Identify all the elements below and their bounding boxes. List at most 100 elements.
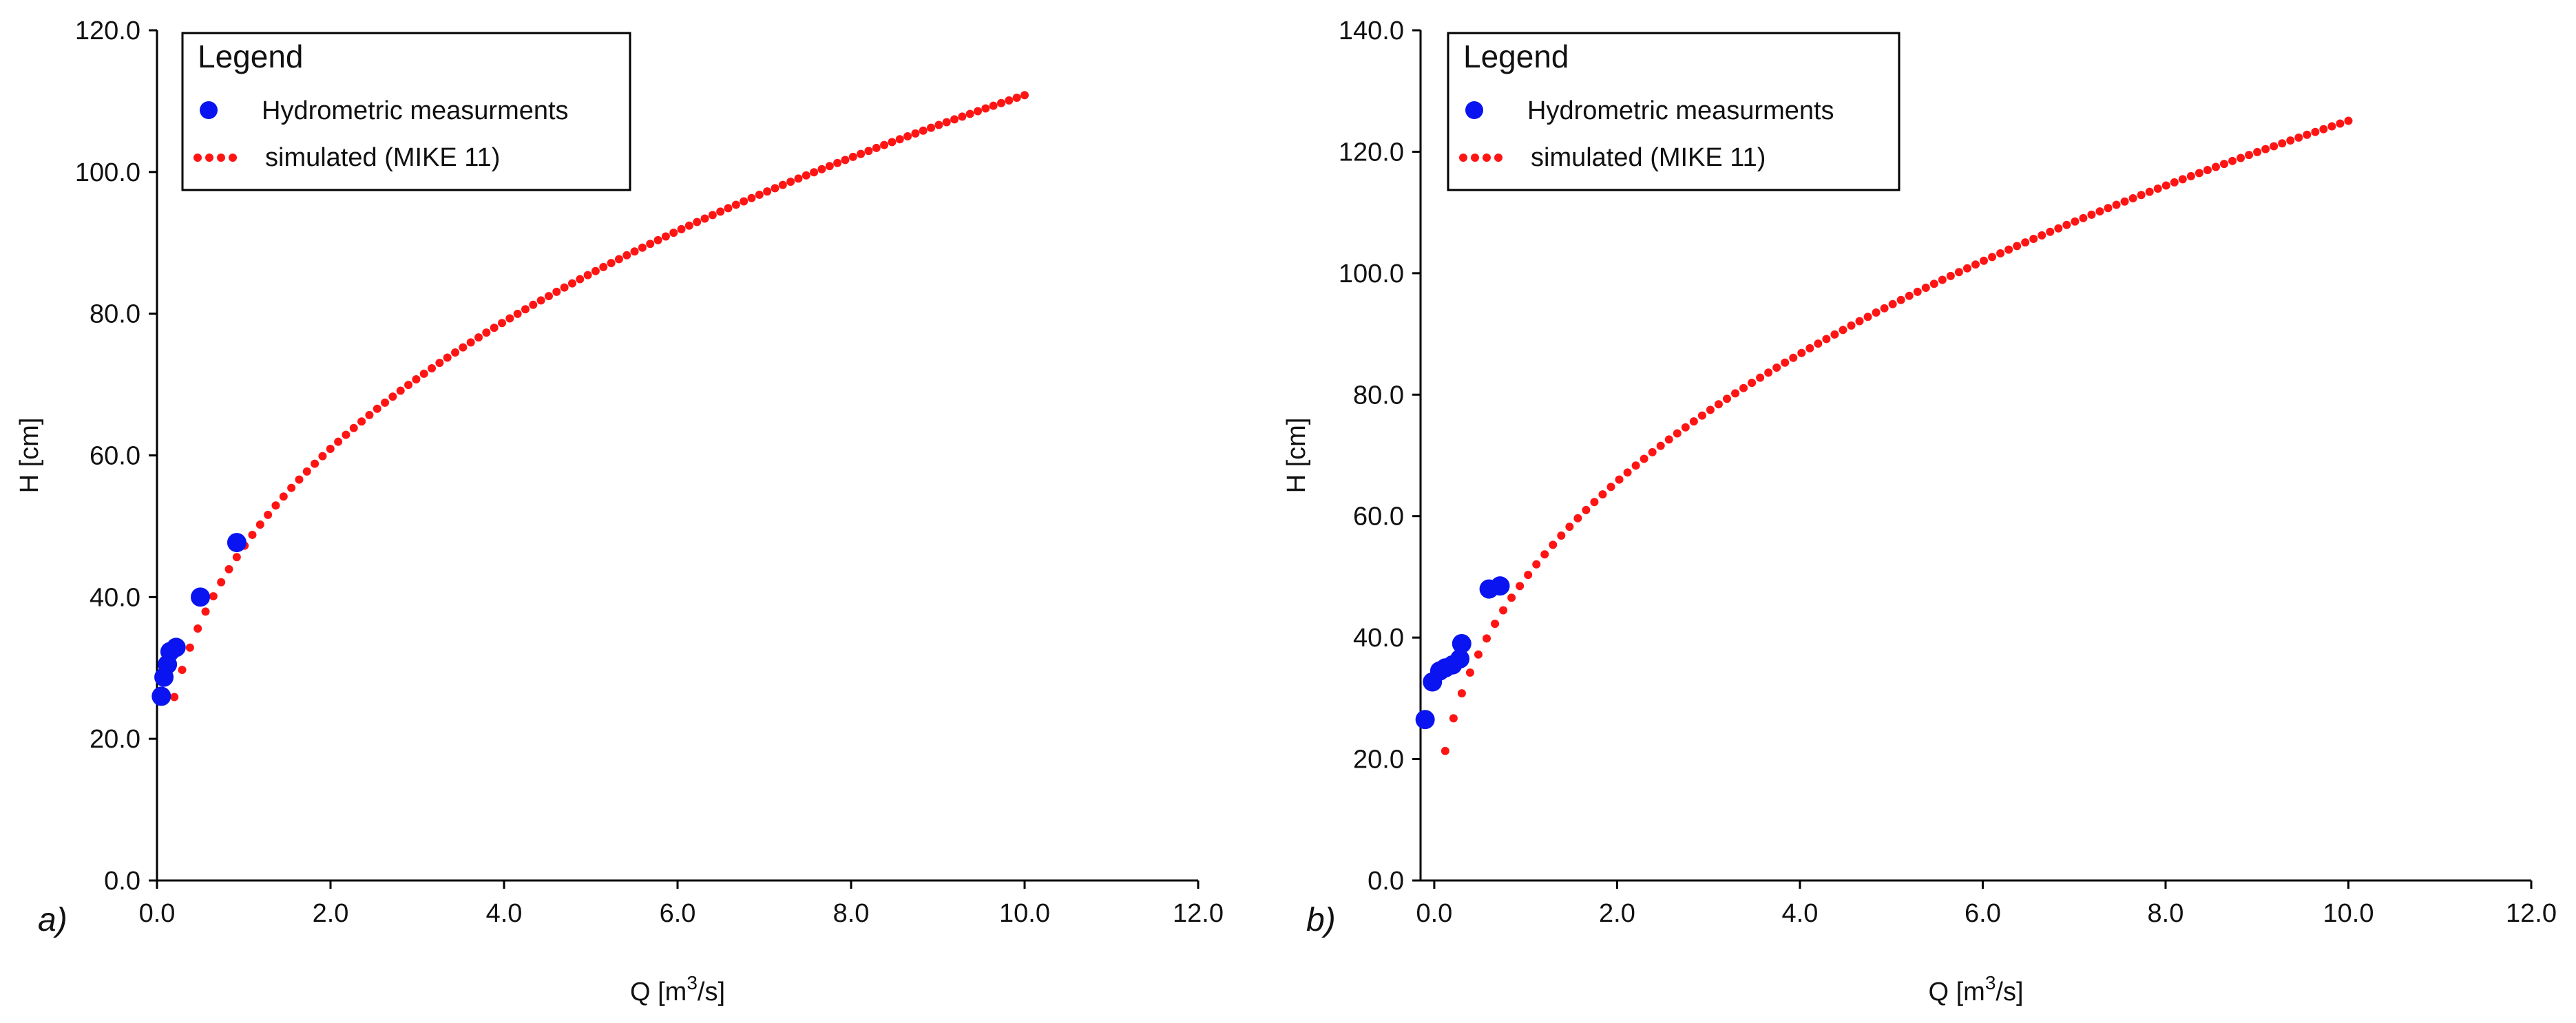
simulated-point (2261, 145, 2270, 154)
simulated-point (2270, 142, 2279, 151)
simulated-point (2095, 207, 2104, 216)
simulated-point (1441, 746, 1449, 755)
simulated-point (2278, 139, 2287, 148)
simulated-point (264, 510, 273, 519)
simulated-point (724, 204, 733, 213)
x-tick-label: 6.0 (1965, 899, 2001, 928)
x-axis-label-superscript: 3 (687, 972, 698, 993)
simulated-point (2087, 210, 2096, 219)
simulated-point (2021, 238, 2030, 247)
simulated-point (1491, 620, 1500, 629)
simulated-point (2294, 133, 2303, 142)
simulated-point (958, 112, 967, 121)
simulated-point (1631, 461, 1640, 470)
simulated-point (974, 107, 983, 116)
simulated-point (466, 338, 475, 347)
simulated-point (1532, 560, 1541, 569)
simulated-point (1830, 330, 1839, 339)
y-tick-label: 120.0 (75, 17, 140, 45)
simulated-point (1764, 368, 1773, 377)
y-tick-label: 60.0 (1353, 503, 1404, 531)
simulated-point (576, 275, 585, 284)
x-axis-label: Q [m3/s] (630, 972, 725, 1006)
simulated-point (825, 162, 834, 171)
legend-simulated-dot (217, 154, 225, 162)
measured-point (1490, 576, 1510, 596)
simulated-point (365, 410, 374, 419)
simulated-point (1590, 498, 1599, 507)
legend-title: Legend (1463, 39, 1569, 74)
simulated-point (1005, 96, 1014, 105)
simulated-point (1731, 389, 1740, 398)
simulated-point (1664, 435, 1673, 444)
simulated-point (2245, 151, 2254, 160)
x-tick-label: 4.0 (486, 899, 523, 928)
y-tick-label: 20.0 (90, 725, 140, 754)
legend: Legend Hydrometric measurments simulated (… (181, 32, 631, 191)
simulated-point (2319, 125, 2328, 134)
simulated-point (841, 156, 850, 165)
simulated-point (716, 207, 725, 216)
simulated-point (965, 109, 974, 118)
y-tick-label: 100.0 (75, 158, 140, 187)
simulated-point (217, 578, 226, 587)
simulated-point (693, 218, 702, 226)
simulated-series (170, 91, 1029, 702)
legend-simulated-label: simulated (MIKE 11) (265, 143, 500, 172)
simulated-point (451, 348, 460, 357)
simulated-point (1573, 514, 1582, 523)
simulated-point (232, 553, 241, 562)
y-tick-label: 40.0 (90, 583, 140, 612)
simulated-point (817, 165, 826, 173)
simulated-point (1540, 550, 1549, 559)
simulated-point (2038, 231, 2046, 240)
measured-point (227, 533, 247, 553)
simulated-point (170, 693, 179, 702)
simulated-point (653, 235, 662, 244)
simulated-point (2145, 187, 2154, 196)
simulated-point (1714, 400, 1723, 409)
x-tick-label: 0.0 (1416, 899, 1452, 928)
simulated-point (794, 174, 803, 183)
y-tick-label: 80.0 (1353, 381, 1404, 410)
y-tick-label: 40.0 (1353, 624, 1404, 653)
simulated-point (864, 147, 873, 156)
legend-simulated-dot (229, 154, 237, 162)
x-tick-label: 8.0 (2148, 899, 2184, 928)
measured-point (1415, 710, 1435, 730)
simulated-point (903, 132, 912, 141)
y-tick-label: 60.0 (90, 442, 140, 471)
simulated-point (677, 224, 686, 233)
simulated-point (357, 417, 366, 426)
simulated-point (474, 333, 483, 342)
simulated-point (1980, 256, 1989, 265)
simulated-series (1441, 116, 2353, 755)
simulated-point (731, 200, 740, 209)
simulated-point (2228, 156, 2237, 165)
y-tick-label: 100.0 (1339, 260, 1404, 288)
simulated-point (755, 190, 764, 199)
legend-simulated-dot (1459, 154, 1467, 162)
y-tick-label: 0.0 (104, 867, 140, 896)
simulated-point (1623, 468, 1632, 477)
simulated-point (1971, 260, 1980, 269)
simulated-point (1888, 299, 1897, 308)
simulated-point (599, 262, 608, 271)
simulated-point (942, 118, 951, 127)
simulated-point (1756, 373, 1765, 382)
simulated-point (1615, 475, 1624, 484)
simulated-point (981, 104, 990, 113)
measured-point (151, 686, 171, 706)
simulated-point (1921, 284, 1930, 293)
x-tick-label: 6.0 (660, 899, 696, 928)
x-tick-label: 12.0 (2506, 899, 2557, 928)
simulated-point (193, 624, 202, 633)
simulated-point (388, 392, 397, 401)
simulated-point (997, 98, 1006, 107)
simulated-point (1905, 291, 1914, 300)
simulated-point (419, 369, 428, 378)
simulated-point (2237, 154, 2245, 162)
simulated-point (560, 283, 569, 292)
simulated-point (373, 404, 381, 413)
simulated-point (989, 101, 998, 110)
